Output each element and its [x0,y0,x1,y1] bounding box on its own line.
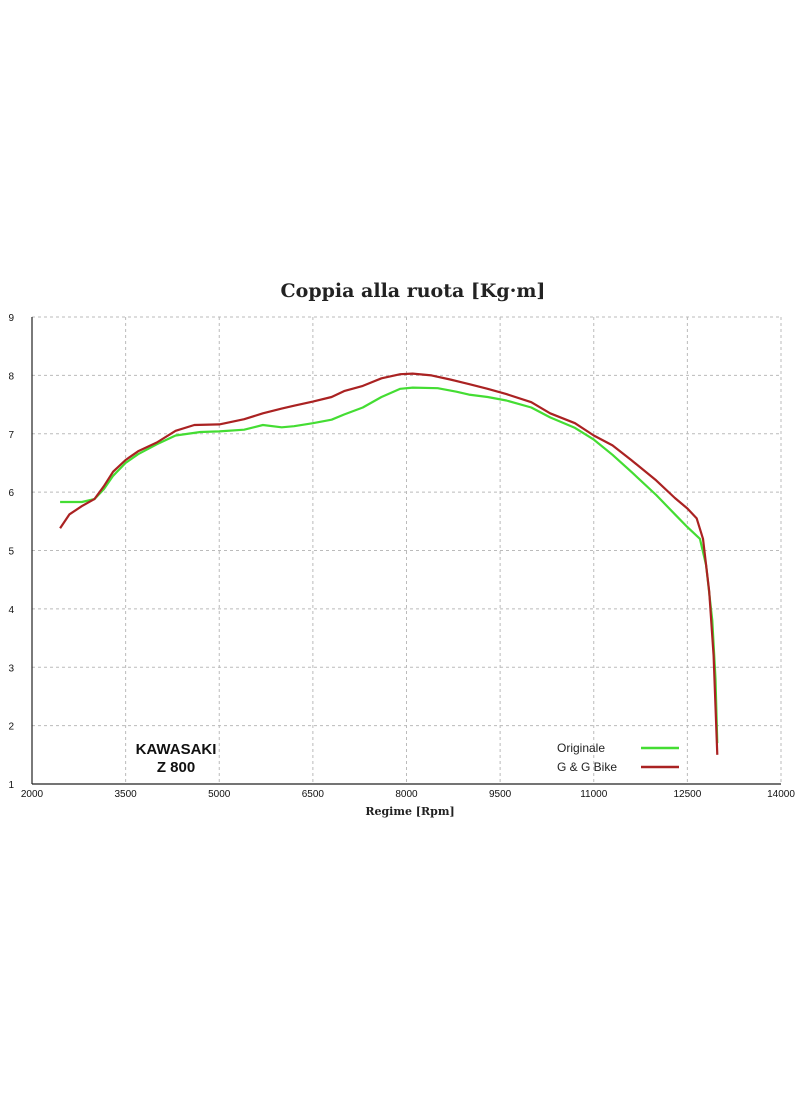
annotation-line-2: Z 800 [157,759,195,776]
axes [31,317,781,785]
legend: Originale G & G Bike [557,741,679,774]
x-tick-label: 5000 [208,789,231,800]
tick-labels: 2000 3500 5000 6500 8000 9500 11000 12500 14000 1… [8,313,795,800]
legend-label-gg-bike: G & G Bike [557,760,617,774]
chart-title: Coppia alla ruota [Kg·m] [281,280,546,302]
y-tick-label: 4 [8,605,14,616]
x-tick-label: 11000 [580,789,608,800]
y-tick-label: 3 [8,663,14,674]
y-tick-label: 6 [8,488,14,499]
y-tick-label: 7 [8,430,14,441]
y-tick-label: 2 [8,722,14,733]
series-lines [59,372,719,755]
x-tick-label: 2000 [21,789,44,800]
grid [32,316,782,784]
x-tick-label: 6500 [302,789,325,800]
x-axis-label: Regime [Rpm] [365,805,454,818]
series-line-originale [60,386,719,744]
x-tick-label: 14000 [767,789,795,800]
legend-label-originale: Originale [557,741,605,755]
x-tick-label: 9500 [489,789,512,800]
x-tick-label: 8000 [395,789,418,800]
y-tick-label: 5 [8,547,14,558]
annotation-line-1: KAWASAKI [136,741,217,758]
y-tick-label: 9 [8,313,14,324]
x-tick-label: 12500 [673,789,701,800]
x-tick-label: 3500 [115,789,138,800]
y-tick-label: 8 [8,371,14,382]
series-line-g-g-bike [59,372,719,755]
y-tick-label: 1 [8,780,14,791]
